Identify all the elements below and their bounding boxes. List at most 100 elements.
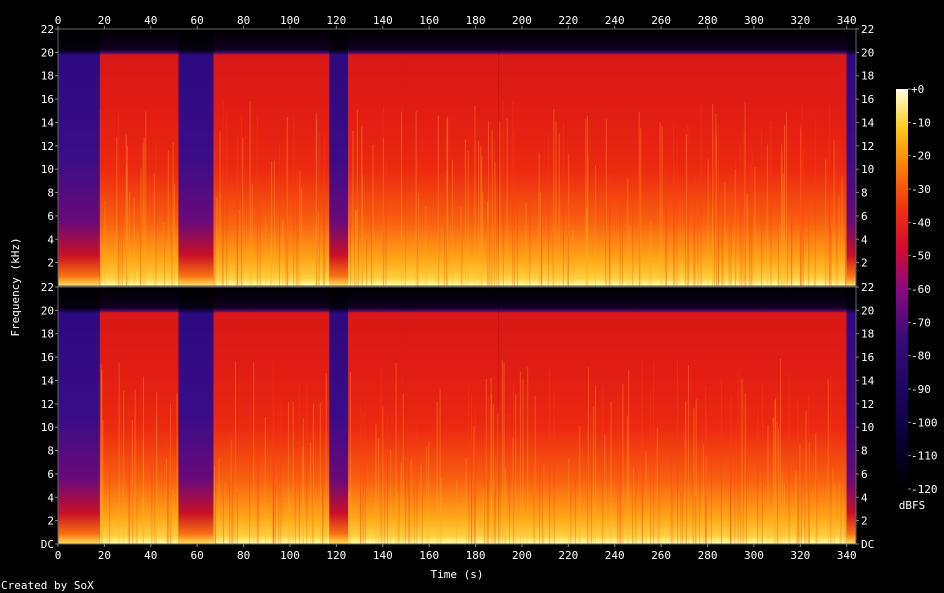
spectral-streak	[830, 229, 832, 286]
spectral-streak	[542, 441, 544, 544]
spectral-streak	[692, 459, 694, 544]
spectral-streak	[806, 493, 808, 544]
spectral-streak	[494, 162, 496, 286]
spectral-streak	[688, 185, 690, 286]
x-tick-label: 280	[698, 14, 718, 27]
spectral-streak	[541, 210, 543, 286]
spectral-streak	[514, 131, 516, 286]
spectral-streak	[745, 402, 747, 544]
spectral-streak	[234, 361, 236, 544]
spectral-streak	[533, 491, 535, 544]
spectral-streak	[483, 487, 485, 544]
spectral-streak	[102, 419, 104, 544]
spectral-streak	[527, 367, 529, 544]
y-tick-label: 6	[47, 468, 54, 481]
y-tick-label: 2	[47, 257, 54, 270]
spectral-streak	[705, 422, 707, 544]
spectral-streak	[620, 452, 622, 544]
spectral-streak	[594, 165, 596, 286]
spectral-streak	[465, 457, 467, 544]
y-tick-label: 6	[861, 468, 868, 481]
x-tick-label: 180	[466, 549, 486, 562]
colorbar	[896, 89, 908, 489]
spectral-streak	[214, 491, 216, 544]
spectral-streak	[491, 130, 493, 286]
spectral-streak	[553, 108, 555, 286]
spectral-streak	[280, 402, 282, 544]
channel-1-segment	[58, 29, 100, 286]
spectral-streak	[804, 477, 806, 544]
y-tick-label: 2	[47, 515, 54, 528]
spectral-streak	[417, 192, 419, 286]
x-tick-label: 60	[191, 14, 204, 27]
spectral-streak	[734, 426, 736, 544]
spectral-streak	[541, 229, 543, 286]
channel-1-segment	[498, 29, 847, 286]
spectral-streak	[106, 489, 108, 544]
spectral-streak	[489, 215, 491, 286]
spectral-streak	[292, 401, 294, 544]
y-tick-label: 4	[861, 491, 868, 504]
colorbar-tick-label: -20	[911, 150, 931, 163]
x-tick-label: 300	[744, 14, 764, 27]
spectral-streak	[316, 160, 318, 286]
spectral-streak	[437, 115, 439, 286]
spectral-streak	[604, 434, 606, 544]
spectral-streak	[529, 198, 531, 286]
colorbar-tick-label: -100	[911, 416, 938, 429]
spectral-streak	[586, 115, 588, 286]
x-tick-label: 200	[512, 14, 532, 27]
spectral-streak	[586, 208, 588, 286]
spectral-streak	[447, 117, 449, 287]
spectral-streak	[401, 111, 403, 286]
x-tick-label: 20	[98, 549, 111, 562]
spectral-streak	[841, 176, 843, 286]
spectral-streak	[420, 464, 422, 544]
spectral-streak	[803, 148, 805, 286]
spectral-streak	[151, 462, 153, 544]
spectral-streak	[482, 191, 484, 286]
spectral-streak	[156, 417, 158, 544]
spectral-streak	[781, 471, 783, 544]
spectral-streak	[222, 483, 224, 544]
spectral-streak	[595, 385, 597, 544]
spectral-streak	[297, 180, 299, 286]
spectral-streak	[705, 408, 707, 544]
spectral-streak	[705, 455, 707, 544]
spectral-streak	[513, 382, 515, 544]
x-tick-label: 80	[237, 549, 250, 562]
spectral-streak	[409, 438, 411, 544]
spectral-streak	[153, 173, 155, 286]
y-tick-label: 4	[47, 491, 54, 504]
y-tick-label: 14	[41, 116, 55, 129]
spectral-streak	[415, 110, 417, 286]
spectral-streak	[216, 197, 218, 286]
spectral-streak	[503, 362, 505, 544]
spectral-streak	[171, 231, 173, 286]
spectral-streak	[772, 417, 774, 544]
spectral-streak	[278, 475, 280, 544]
spectral-streak	[298, 380, 300, 544]
spectral-streak	[796, 475, 798, 544]
spectral-streak	[264, 417, 266, 544]
spectral-streak	[223, 482, 225, 544]
spectral-streak	[142, 376, 144, 544]
spectral-streak	[788, 373, 790, 544]
y-tick-label: DC	[861, 538, 874, 551]
spectral-streak	[610, 401, 612, 544]
x-tick-label: 180	[466, 14, 486, 27]
spectral-streak	[229, 480, 231, 544]
spectral-streak	[744, 101, 746, 286]
footer-credit: Created by SoX	[1, 579, 94, 592]
spectral-streak	[140, 216, 142, 286]
colorbar-tick-label: -50	[911, 250, 931, 263]
spectral-streak	[241, 115, 243, 286]
y-tick-label: 12	[41, 140, 54, 153]
y-tick-label: 4	[861, 233, 868, 246]
spectral-streak	[579, 426, 581, 544]
spectral-streak	[348, 491, 350, 544]
spectral-streak	[222, 99, 224, 286]
spectral-streak	[808, 216, 810, 286]
spectral-streak	[702, 444, 704, 544]
spectral-streak	[444, 226, 446, 286]
